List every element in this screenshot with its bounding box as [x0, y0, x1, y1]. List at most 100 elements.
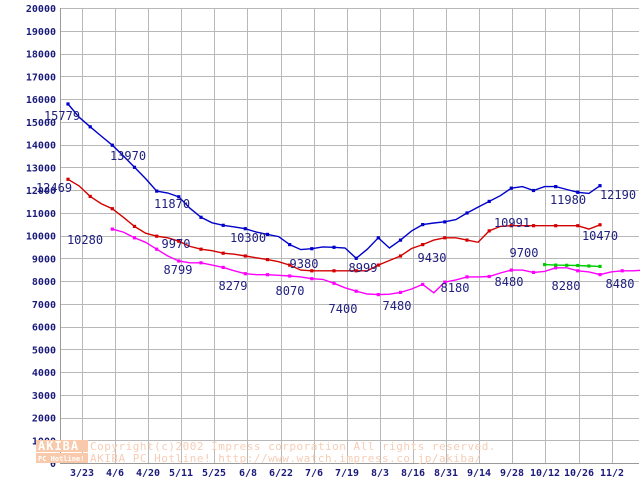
- data-point-marker: [565, 263, 569, 267]
- data-point-value-label: 10470: [582, 229, 618, 243]
- data-point-marker: [265, 232, 270, 236]
- data-point-marker: [310, 247, 314, 251]
- data-point-marker: [221, 251, 225, 255]
- data-point-value-label: 8180: [441, 281, 470, 295]
- data-point-marker: [421, 223, 425, 227]
- data-point-marker: [465, 238, 469, 242]
- y-axis-tick-label: 19000: [26, 27, 56, 38]
- y-axis-tick-label: 3000: [32, 391, 56, 402]
- data-point-value-label: 7400: [329, 302, 358, 316]
- x-axis-tick-label: 4/20: [136, 468, 160, 479]
- x-axis-tick-label: 8/3: [371, 468, 389, 479]
- data-point-marker: [398, 290, 403, 294]
- y-axis-tick-label: 9000: [32, 254, 56, 265]
- data-point-marker: [598, 264, 602, 268]
- data-point-marker: [465, 275, 469, 279]
- data-point-value-label: 10991: [494, 216, 530, 230]
- pc-hotline-logo-text: PC Hotline!: [38, 455, 84, 463]
- y-axis-tick-label: 15000: [26, 118, 56, 129]
- x-axis-tick-label: 5/25: [202, 468, 226, 479]
- data-point-value-label: 13970: [110, 149, 146, 163]
- data-point-marker: [199, 261, 203, 265]
- data-point-value-label: 8280: [552, 279, 581, 293]
- pc-hotline-logo-background: [36, 453, 88, 463]
- data-point-marker: [265, 258, 270, 262]
- data-point-marker: [554, 263, 558, 267]
- data-point-marker: [132, 165, 137, 169]
- data-point-marker: [288, 274, 292, 278]
- series-red-series: [66, 177, 602, 273]
- data-point-value-label: 8480: [495, 275, 524, 289]
- y-axis-tick-label: 5000: [32, 345, 56, 356]
- data-point-marker: [509, 268, 513, 272]
- y-axis-tick-label: 13000: [26, 163, 56, 174]
- data-point-marker: [199, 247, 203, 251]
- data-point-marker: [554, 224, 558, 228]
- data-point-marker: [443, 280, 447, 284]
- y-axis-tick-label: 20000: [26, 4, 56, 15]
- data-point-value-label: 9380: [290, 257, 319, 271]
- data-point-marker: [66, 102, 70, 106]
- data-point-marker: [354, 269, 358, 273]
- data-point-marker: [88, 125, 92, 129]
- series-magenta-series: [110, 227, 640, 297]
- data-point-marker: [243, 272, 247, 276]
- data-point-value-label: 10300: [230, 231, 266, 245]
- watermark-group: AKIBA PC Hotline! Copyright(c)2002 Impre…: [36, 439, 496, 465]
- y-axis-tick-labels: 0100020003000400050006000700080009000100…: [26, 4, 56, 470]
- data-point-marker: [221, 223, 225, 227]
- data-point-value-label: 8999: [349, 261, 378, 275]
- data-point-marker: [398, 238, 403, 242]
- site-url-line: AKIBA PC Hotline! http://www.watch.impre…: [90, 452, 482, 465]
- y-axis-tick-label: 2000: [32, 414, 56, 425]
- x-axis-tick-label: 9/14: [467, 468, 491, 479]
- data-point-marker: [576, 269, 580, 273]
- data-point-marker: [110, 227, 114, 231]
- y-axis-tick-label: 7000: [32, 300, 56, 311]
- data-point-value-label: 11870: [154, 197, 190, 211]
- data-point-marker: [354, 256, 358, 260]
- series-green-series: [543, 263, 602, 268]
- x-axis-tick-label: 6/8: [239, 468, 257, 479]
- y-axis-tick-label: 17000: [26, 72, 56, 83]
- data-point-marker: [598, 184, 602, 188]
- x-axis-tick-label: 8/16: [401, 468, 425, 479]
- data-point-marker: [332, 245, 336, 249]
- data-point-marker: [332, 269, 336, 273]
- y-axis-tick-label: 6000: [32, 323, 56, 334]
- data-point-marker: [88, 194, 92, 198]
- data-point-marker: [576, 190, 580, 194]
- data-point-marker: [177, 259, 181, 263]
- data-point-marker: [509, 224, 513, 228]
- data-point-marker: [531, 224, 536, 228]
- x-axis-tick-label: 4/6: [106, 468, 124, 479]
- data-point-value-label: 8799: [164, 263, 193, 277]
- data-point-marker: [288, 263, 292, 267]
- data-point-marker: [509, 186, 513, 190]
- y-axis-tick-label: 11000: [26, 209, 56, 220]
- data-point-marker: [221, 265, 225, 269]
- x-axis-tick-label: 9/28: [500, 468, 524, 479]
- x-axis-tick-label: 7/19: [335, 468, 359, 479]
- data-point-marker: [177, 195, 181, 199]
- data-point-marker: [487, 274, 491, 279]
- data-point-marker: [576, 224, 580, 228]
- y-axis-tick-label: 18000: [26, 50, 56, 61]
- data-point-marker: [376, 236, 380, 240]
- data-point-marker: [531, 270, 536, 274]
- data-point-marker: [243, 254, 247, 258]
- data-point-marker: [376, 263, 380, 267]
- data-point-marker: [132, 236, 137, 240]
- data-point-marker: [554, 266, 558, 270]
- data-point-value-label: 8279: [219, 279, 248, 293]
- grid-lines: [60, 8, 639, 464]
- data-point-marker: [620, 269, 624, 273]
- akiba-logo-background: [36, 440, 88, 452]
- data-point-marker: [265, 273, 270, 277]
- data-point-marker: [443, 236, 447, 240]
- data-point-marker: [598, 223, 602, 227]
- data-point-value-label: 11980: [550, 193, 586, 207]
- data-point-value-label: 8070: [276, 284, 305, 298]
